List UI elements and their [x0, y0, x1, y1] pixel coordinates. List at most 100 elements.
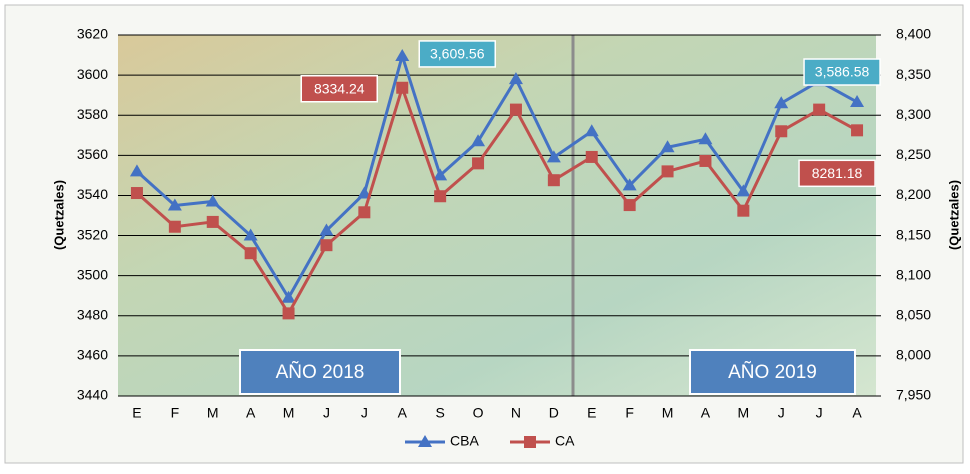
marker: [396, 81, 409, 94]
marker: [434, 190, 447, 203]
value-label-box: [803, 58, 881, 86]
x-tick-label: M: [662, 405, 674, 421]
y-tick-label: 3620: [77, 26, 108, 42]
x-tick-label: M: [283, 405, 295, 421]
marker: [320, 239, 333, 252]
x-tick-label: E: [587, 405, 596, 421]
value-label: 8334.24: [314, 80, 365, 96]
x-tick-label: N: [511, 405, 521, 421]
x-tick-label: M: [738, 405, 750, 421]
value-label: 3,609.56: [430, 46, 485, 62]
marker: [737, 204, 750, 217]
marker: [509, 103, 522, 116]
x-tick-label: D: [549, 405, 559, 421]
x-tick-label: M: [207, 405, 219, 421]
legend-marker: [524, 436, 536, 448]
marker: [622, 178, 637, 191]
x-tick-label: J: [361, 405, 368, 421]
annotation-box: [689, 349, 856, 395]
marker: [547, 174, 560, 187]
marker: [319, 223, 334, 236]
y2-axis-title: (Quetzales): [946, 180, 961, 250]
x-tick-label: A: [852, 405, 862, 421]
y2-tick-label: 8,000: [896, 347, 931, 363]
series-line: [135, 82, 858, 317]
x-tick-label: J: [778, 405, 785, 421]
marker: [244, 247, 257, 260]
marker: [850, 95, 865, 108]
legend-label: CBA: [450, 433, 479, 449]
marker: [472, 157, 485, 170]
legend-marker: [418, 435, 432, 447]
x-tick-label: A: [246, 405, 256, 421]
y-tick-label: 3440: [77, 387, 108, 403]
annotation: AÑO 2019: [728, 361, 817, 383]
y-tick-label: 3520: [77, 226, 108, 242]
y2-tick-label: 8,050: [896, 306, 931, 322]
y2-tick-label: 7,950: [896, 387, 931, 403]
y-tick-label: 3500: [77, 266, 108, 282]
marker: [167, 198, 182, 211]
x-tick-label: J: [323, 405, 330, 421]
marker: [851, 124, 864, 137]
marker: [775, 125, 788, 138]
marker: [168, 220, 181, 233]
y-tick-label: 3600: [77, 66, 108, 82]
y-tick-label: 3560: [77, 146, 108, 162]
x-tick-label: S: [435, 405, 444, 421]
y2-tick-label: 8,250: [896, 146, 931, 162]
marker: [471, 134, 486, 147]
marker: [433, 168, 448, 181]
marker: [205, 194, 220, 207]
legend-label: CA: [555, 433, 575, 449]
marker: [585, 150, 598, 163]
series-line: [135, 50, 858, 301]
x-tick-label: J: [816, 405, 823, 421]
annotation: AÑO 2018: [276, 361, 365, 383]
value-label-box: [418, 40, 496, 68]
marker: [623, 199, 636, 212]
marker: [282, 307, 295, 320]
y2-tick-label: 8,100: [896, 266, 931, 282]
y2-tick-label: 8,150: [896, 226, 931, 242]
marker: [206, 215, 219, 228]
marker: [661, 165, 674, 178]
value-label: 8281.18: [812, 165, 863, 181]
y2-tick-label: 8,300: [896, 106, 931, 122]
y-tick-label: 3480: [77, 306, 108, 322]
x-tick-label: F: [625, 405, 634, 421]
marker: [281, 290, 296, 303]
x-tick-label: O: [473, 405, 484, 421]
y2-tick-label: 8,400: [896, 26, 931, 42]
x-tick-label: F: [171, 405, 180, 421]
marker: [357, 186, 372, 199]
plot-area: [118, 35, 876, 396]
x-tick-label: A: [398, 405, 408, 421]
marker: [699, 154, 712, 167]
x-tick-label: A: [701, 405, 711, 421]
marker: [736, 184, 751, 197]
annotation-box: [239, 349, 401, 395]
y-axis-title: (Quetzales): [51, 180, 66, 250]
x-tick-label: E: [132, 405, 141, 421]
y2-tick-label: 8,350: [896, 66, 931, 82]
marker: [395, 48, 410, 61]
marker: [774, 96, 789, 109]
value-label: 3,586.58: [815, 64, 870, 80]
marker: [508, 72, 523, 85]
value-label-box: [300, 75, 378, 103]
value-label-box: [798, 159, 876, 188]
marker: [130, 187, 143, 200]
marker: [813, 103, 826, 116]
y2-tick-label: 8,200: [896, 186, 931, 202]
marker: [129, 164, 144, 177]
y-tick-label: 3580: [77, 106, 108, 122]
y-tick-label: 3540: [77, 186, 108, 202]
marker: [243, 228, 258, 241]
marker: [546, 150, 561, 163]
marker: [358, 206, 371, 219]
marker: [660, 140, 675, 153]
marker: [698, 132, 713, 145]
marker: [584, 124, 599, 137]
